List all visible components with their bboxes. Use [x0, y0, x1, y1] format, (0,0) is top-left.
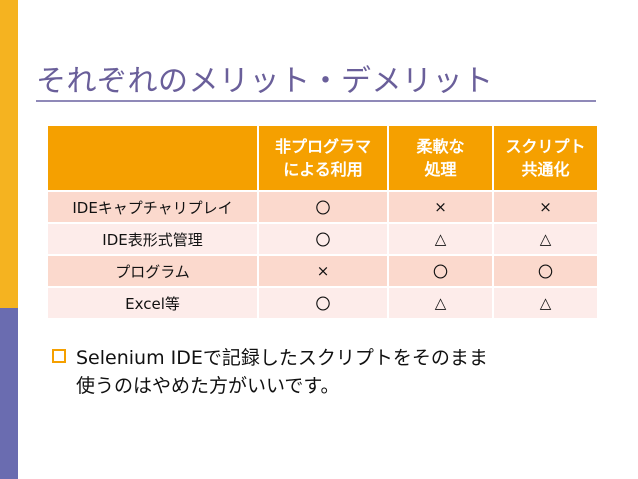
comparison-table: 非プログラマ による利用 柔軟な 処理 スクリプト 共通化 IDEキャプチャリプ…: [48, 126, 599, 320]
header-text-line: 柔軟な: [416, 137, 465, 156]
header-text-line: による利用: [283, 160, 363, 179]
title-divider: [36, 100, 596, 102]
header-text-line: スクリプト: [505, 137, 586, 156]
rating-cell: ×: [493, 191, 599, 224]
rating-cell: 〇: [258, 287, 389, 320]
bullet-text-line: 使うのはやめた方がいいです。: [76, 375, 340, 397]
bullet-point: Selenium IDEで記録したスクリプトをそのまま 使うのはやめた方がいいで…: [52, 344, 572, 400]
square-bullet-icon: [52, 349, 66, 363]
rating-cell: △: [388, 287, 494, 320]
bullet-text-line: Selenium IDEで記録したスクリプトをそのまま: [76, 347, 488, 369]
rating-cell: 〇: [388, 255, 494, 288]
accent-bar-bottom: [0, 308, 18, 479]
slide-title: それぞれのメリット・デメリット: [36, 64, 494, 99]
rating-cell: ×: [388, 191, 494, 224]
rating-cell: △: [493, 223, 599, 256]
row-label: IDEキャプチャリプレイ: [48, 191, 259, 224]
rating-cell: △: [388, 223, 494, 256]
rating-cell: 〇: [493, 255, 599, 288]
table-row: IDEキャプチャリプレイ 〇 × ×: [48, 191, 599, 224]
header-cell-flexible: 柔軟な 処理: [388, 126, 494, 192]
rating-cell: ×: [258, 255, 389, 288]
rating-cell: △: [493, 287, 599, 320]
accent-bar-top: [0, 0, 18, 308]
header-text-line: 共通化: [521, 160, 570, 179]
header-cell-script-sharing: スクリプト 共通化: [493, 126, 599, 192]
rating-cell: 〇: [258, 223, 389, 256]
header-cell-non-programmer: 非プログラマ による利用: [258, 126, 389, 192]
rating-cell: 〇: [258, 191, 389, 224]
header-cell-empty: [48, 126, 259, 192]
row-label: IDE表形式管理: [48, 223, 259, 256]
header-text-line: 処理: [424, 160, 457, 179]
table-row: Excel等 〇 △ △: [48, 287, 599, 320]
row-label: Excel等: [48, 287, 259, 320]
header-text-line: 非プログラマ: [274, 137, 371, 156]
table-header-row: 非プログラマ による利用 柔軟な 処理 スクリプト 共通化: [48, 126, 599, 192]
table-row: IDE表形式管理 〇 △ △: [48, 223, 599, 256]
row-label: プログラム: [48, 255, 259, 288]
table-row: プログラム × 〇 〇: [48, 255, 599, 288]
